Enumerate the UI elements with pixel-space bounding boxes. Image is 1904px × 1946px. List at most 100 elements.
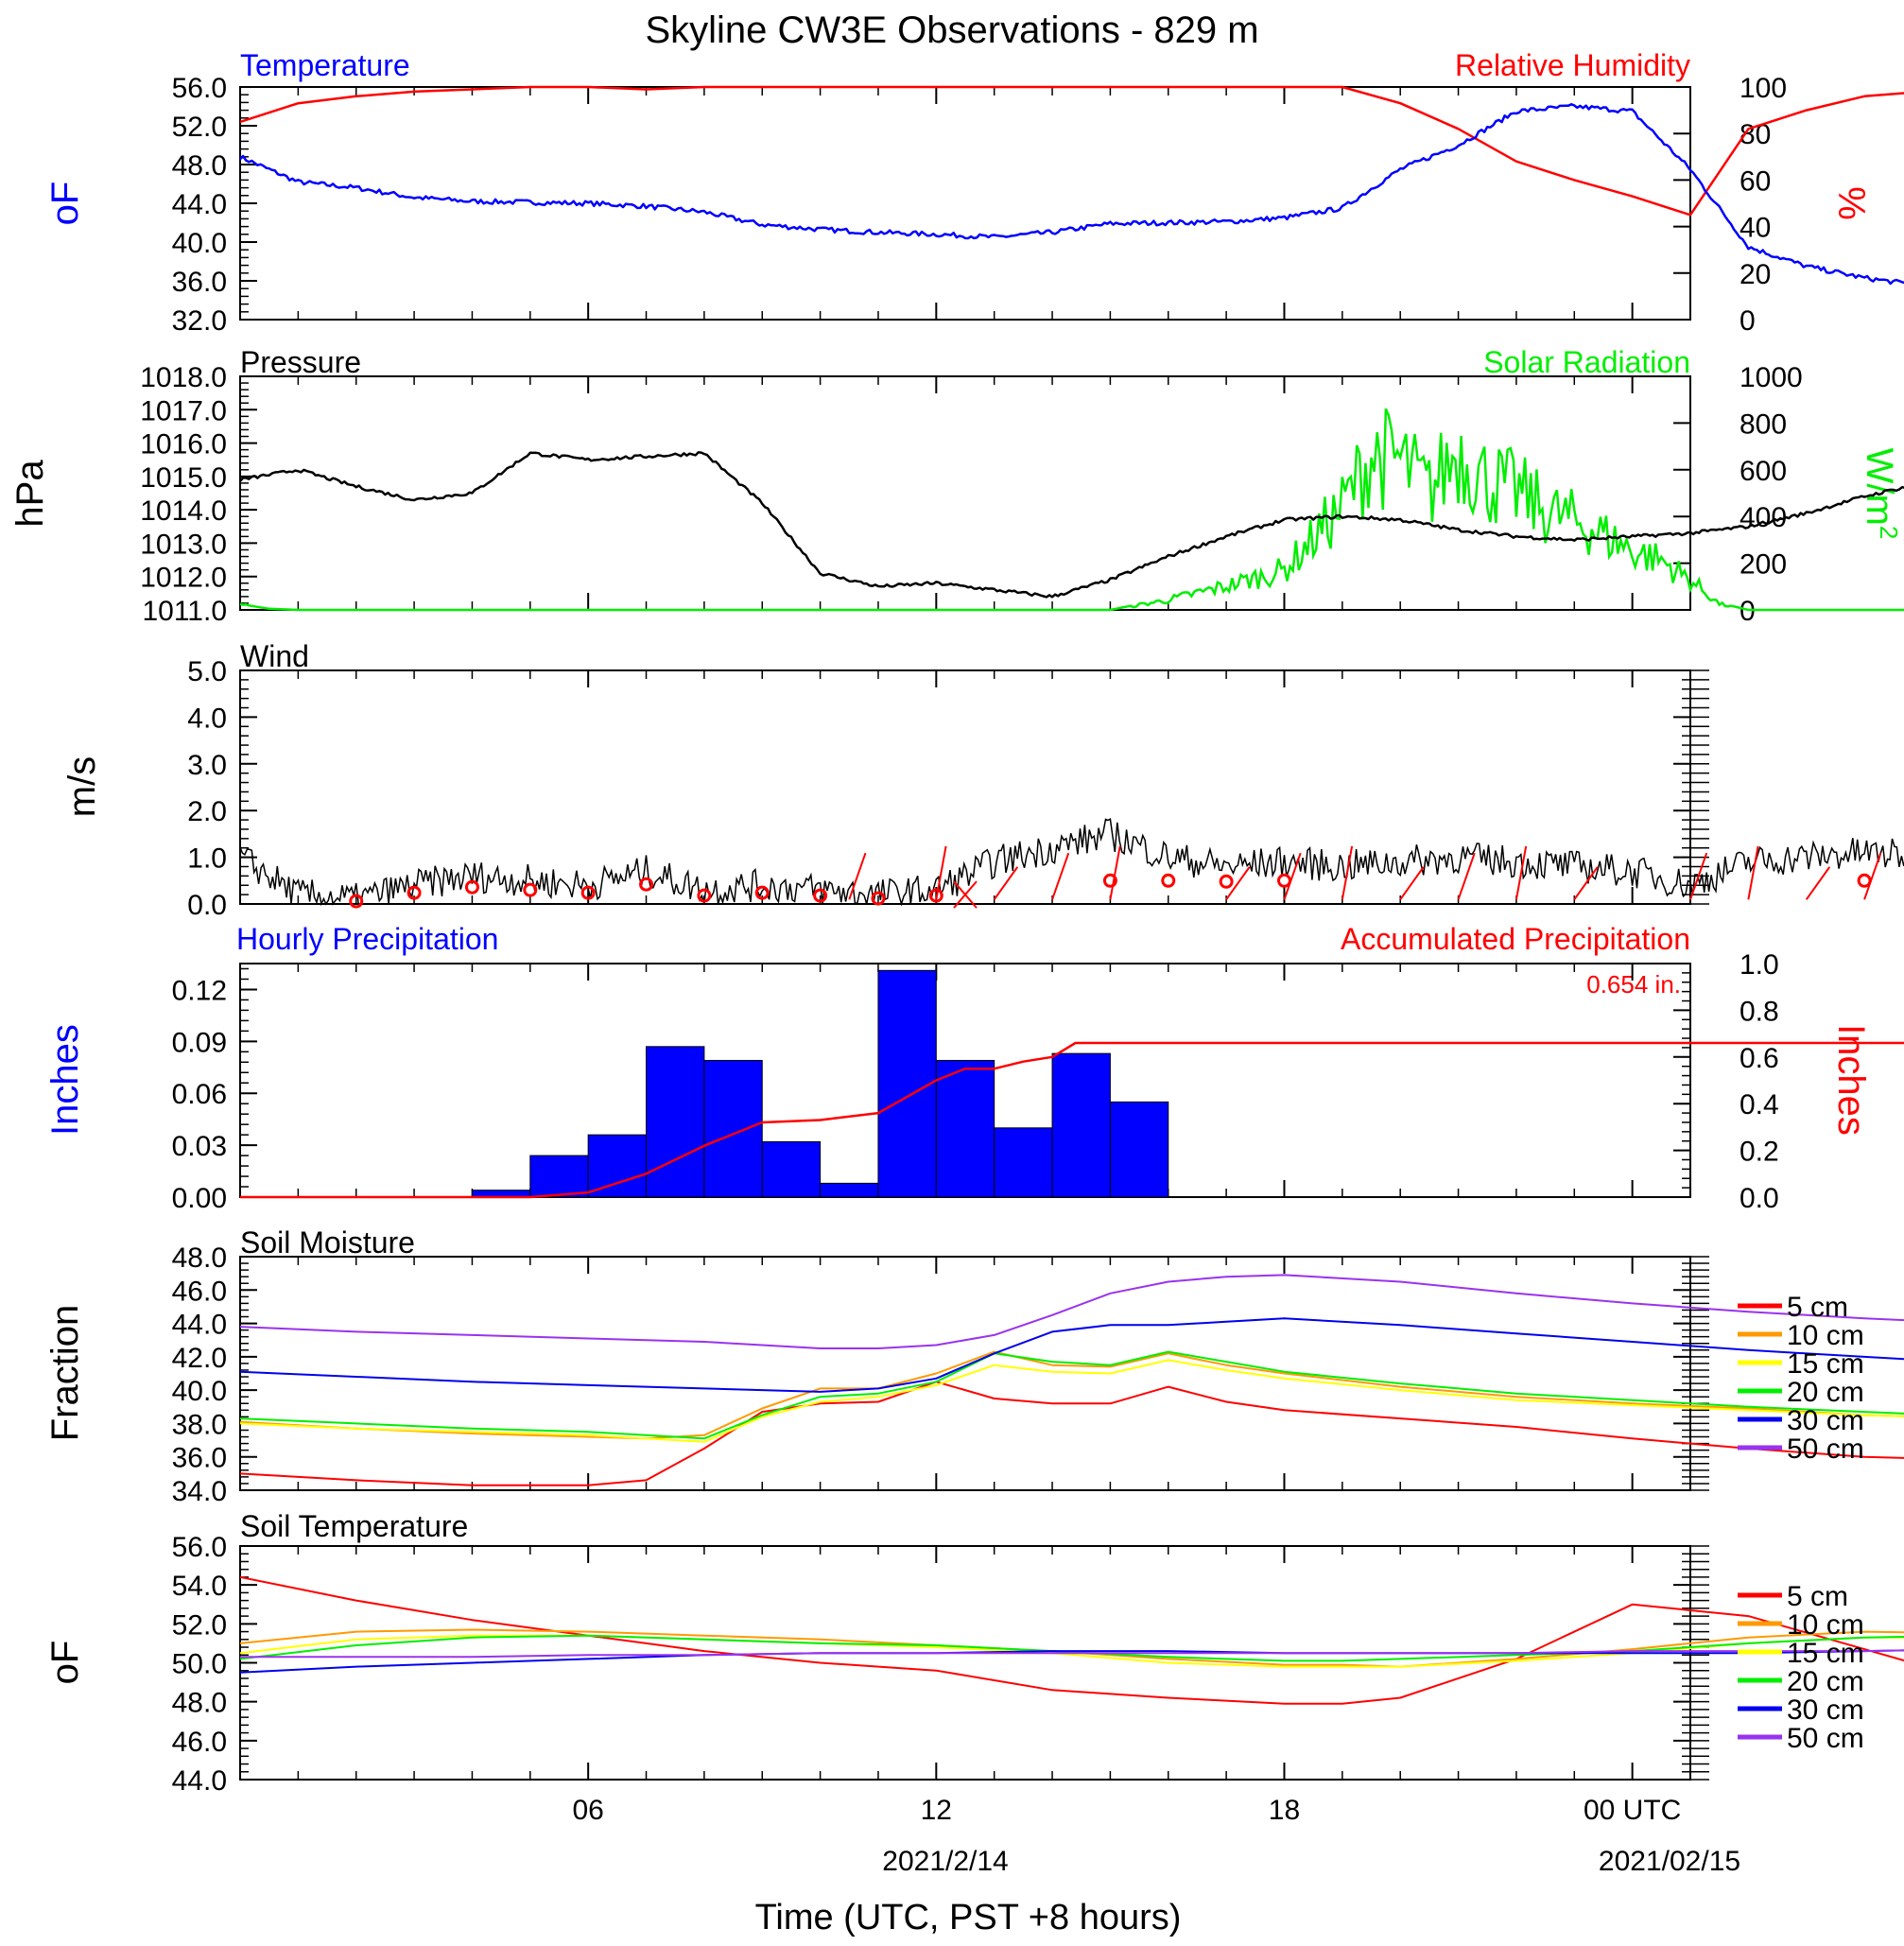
precip-panel: Hourly Precipitation Accumulated Precipi… <box>44 922 1904 1214</box>
legend-label: 10 cm <box>1787 1320 1864 1351</box>
x-tick-label: 18 <box>1269 1795 1300 1826</box>
y-tick-label: 52.0 <box>172 112 227 143</box>
wind-calm-circle <box>928 888 943 903</box>
soil-temperature-title: Soil Temperature <box>240 1509 468 1543</box>
pressure-solar-series <box>239 408 1904 612</box>
soil-moisture-series <box>239 1274 1904 1486</box>
y2-tick-label: 0.4 <box>1740 1089 1779 1121</box>
accumulated-precip-line <box>240 1041 1904 1199</box>
pressure-solar-ticks: 1018.01017.01016.01015.01014.01013.01012… <box>140 362 1803 627</box>
legend-label: 50 cm <box>1787 1723 1864 1754</box>
y-tick-label: 54.0 <box>172 1571 227 1602</box>
soil-line-15cm <box>239 1359 1904 1443</box>
legend-label: 10 cm <box>1787 1609 1864 1641</box>
precip-bar <box>877 969 937 1198</box>
y2-tick-label: 0 <box>1740 596 1756 627</box>
wind-calm-circle <box>580 885 596 900</box>
humidity-unit: % <box>1830 186 1872 220</box>
hourly-precip-title: Hourly Precipitation <box>236 922 498 956</box>
wind-panel: Wind m/s 5.0 4.0 3.0 2.0 1.0 0.0 <box>61 639 1904 921</box>
legend-label: 50 cm <box>1787 1433 1864 1465</box>
wind-barb <box>1399 866 1425 900</box>
y2-tick-label: 0.0 <box>1740 1183 1779 1214</box>
x-tick-label: 00 UTC <box>1584 1795 1681 1826</box>
precip-bar <box>646 1046 705 1198</box>
y-tick-label: 0.06 <box>172 1079 227 1110</box>
y2-tick-label: 0 <box>1740 305 1756 337</box>
y-tick-label: 3.0 <box>187 750 227 781</box>
pressure-line <box>239 451 1904 599</box>
temp-rh-panel: Temperature Relative Humidity oF % 56.0 5… <box>44 48 1904 337</box>
precip-series <box>240 969 1904 1199</box>
y-tick-label: 0.0 <box>187 890 227 921</box>
y-tick-label: 40.0 <box>172 1376 227 1407</box>
date-label-1: 2021/2/14 <box>882 1846 1008 1877</box>
y-tick-label: 46.0 <box>172 1276 227 1307</box>
soil-line-10cm <box>239 1628 1904 1668</box>
hourly-precip-unit: Inches <box>44 1024 86 1136</box>
legend-label: 20 cm <box>1787 1666 1864 1697</box>
soil-moisture-ticks: 48.046.044.042.040.038.036.034.0 <box>172 1242 1709 1507</box>
y2-tick-label: 0.8 <box>1740 996 1779 1027</box>
y2-tick-label: 0.2 <box>1740 1137 1779 1168</box>
y-tick-label: 0.12 <box>172 975 227 1006</box>
precip-bar <box>587 1134 648 1198</box>
x-axis-title: Time (UTC, PST +8 hours) <box>755 1898 1182 1937</box>
soil-line-50cm <box>240 1649 1904 1659</box>
soil-temperature-unit: oF <box>44 1641 86 1685</box>
y-tick-label: 52.0 <box>172 1609 227 1641</box>
wind-calm-circle <box>1276 873 1291 888</box>
legend-label: 5 cm <box>1787 1581 1848 1612</box>
wind-barb <box>993 866 1019 900</box>
date-label-2: 2021/02/15 <box>1599 1846 1740 1877</box>
humidity-line <box>239 85 1904 217</box>
legend-label: 20 cm <box>1787 1377 1864 1408</box>
soil-line-50cm <box>239 1274 1904 1349</box>
wind-speed-line <box>239 818 1904 907</box>
y-tick-label: 4.0 <box>187 703 227 734</box>
wind-calm-circle <box>1102 873 1117 888</box>
wind-calm-circle <box>349 894 364 909</box>
wind-calm-circle <box>1161 873 1176 888</box>
y-tick-label: 44.0 <box>172 189 227 220</box>
legend-label: 15 cm <box>1787 1638 1864 1669</box>
y-tick-label: 0.03 <box>172 1131 227 1162</box>
y-tick-label: 46.0 <box>172 1727 227 1758</box>
y-tick-label: 42.0 <box>172 1343 227 1374</box>
wind-unit: m/s <box>61 756 103 817</box>
y-tick-label: 34.0 <box>172 1476 227 1507</box>
wind-barb <box>953 880 978 909</box>
wind-calm-circle <box>1219 874 1234 889</box>
wind-barb <box>1457 852 1476 900</box>
wind-barb <box>1109 845 1121 900</box>
y-tick-label: 50.0 <box>172 1649 227 1680</box>
soil-line-20cm <box>239 1634 1904 1662</box>
wind-series <box>239 818 1904 909</box>
temperature-line <box>239 103 1904 286</box>
wind-barb <box>1805 866 1831 900</box>
soil-line-15cm <box>239 1634 1904 1668</box>
wind-barb <box>1283 852 1302 900</box>
wind-calm-circle <box>407 885 422 900</box>
temperature-title: Temperature <box>240 48 410 82</box>
temp-rh-series <box>239 85 1904 286</box>
wind-barb <box>1573 866 1599 900</box>
wind-calm-circle <box>639 877 654 892</box>
wind-calm-circle <box>813 888 828 903</box>
y-tick-label: 1017.0 <box>140 395 227 426</box>
wind-calm-circle <box>523 882 538 897</box>
legend-label: 30 cm <box>1787 1405 1864 1436</box>
soil-line-5cm <box>239 1381 1904 1486</box>
y-tick-label: 56.0 <box>172 1532 227 1563</box>
pressure-unit: hPa <box>9 460 51 528</box>
y2-tick-label: 0.6 <box>1740 1043 1779 1074</box>
solar-radiation-line <box>239 408 1904 612</box>
y-tick-label: 5.0 <box>187 656 227 687</box>
y-tick-label: 1016.0 <box>140 429 227 460</box>
soil-line-20cm <box>239 1350 1904 1440</box>
y2-tick-label: 1000 <box>1740 362 1803 393</box>
wind-title: Wind <box>240 639 309 673</box>
y-tick-label: 44.0 <box>172 1310 227 1341</box>
precip-bar <box>1051 1052 1111 1198</box>
